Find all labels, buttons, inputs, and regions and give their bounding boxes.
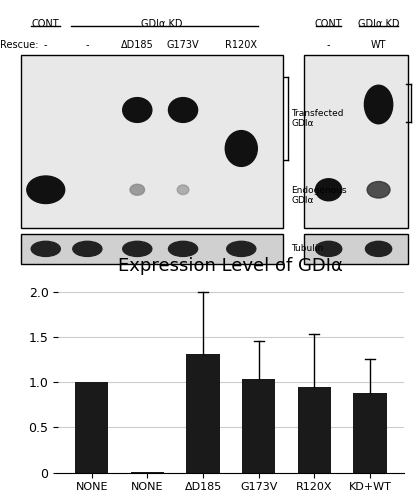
Text: -: - bbox=[327, 40, 330, 50]
Bar bbox=[75, 382, 108, 472]
Text: Endogenous
GDIα: Endogenous GDIα bbox=[291, 186, 347, 205]
FancyBboxPatch shape bbox=[21, 234, 283, 264]
Text: ΔD185: ΔD185 bbox=[121, 40, 154, 50]
FancyBboxPatch shape bbox=[304, 55, 408, 228]
Ellipse shape bbox=[367, 182, 390, 198]
Ellipse shape bbox=[168, 242, 198, 256]
Ellipse shape bbox=[316, 179, 342, 201]
Text: CONT: CONT bbox=[32, 19, 59, 29]
Text: WT: WT bbox=[371, 40, 386, 50]
Text: G173V: G173V bbox=[167, 40, 199, 50]
Bar bbox=[354, 393, 387, 472]
Ellipse shape bbox=[227, 242, 256, 256]
Ellipse shape bbox=[364, 85, 393, 124]
Text: GDIα KD: GDIα KD bbox=[141, 19, 183, 29]
Text: R120X: R120X bbox=[225, 40, 257, 50]
FancyBboxPatch shape bbox=[304, 234, 408, 264]
Ellipse shape bbox=[31, 242, 60, 256]
FancyBboxPatch shape bbox=[21, 55, 283, 228]
Bar bbox=[242, 380, 275, 472]
Bar bbox=[298, 386, 331, 472]
Ellipse shape bbox=[177, 185, 189, 194]
Ellipse shape bbox=[123, 242, 152, 256]
Ellipse shape bbox=[123, 98, 152, 122]
Text: Tubulin: Tubulin bbox=[291, 244, 324, 254]
Text: Rescue:: Rescue: bbox=[0, 40, 39, 50]
Ellipse shape bbox=[73, 242, 102, 256]
Text: Transfected
GDIα: Transfected GDIα bbox=[291, 108, 344, 128]
Bar bbox=[186, 354, 220, 472]
Text: CONT: CONT bbox=[315, 19, 342, 29]
Ellipse shape bbox=[168, 98, 198, 122]
Text: -: - bbox=[86, 40, 89, 50]
Text: GDIα KD: GDIα KD bbox=[358, 19, 399, 29]
Ellipse shape bbox=[130, 184, 145, 195]
Text: -: - bbox=[44, 40, 47, 50]
Title: Expression Level of GDIα: Expression Level of GDIα bbox=[119, 258, 343, 276]
Ellipse shape bbox=[366, 242, 392, 256]
Ellipse shape bbox=[316, 242, 342, 256]
Ellipse shape bbox=[225, 130, 257, 166]
Ellipse shape bbox=[27, 176, 65, 204]
